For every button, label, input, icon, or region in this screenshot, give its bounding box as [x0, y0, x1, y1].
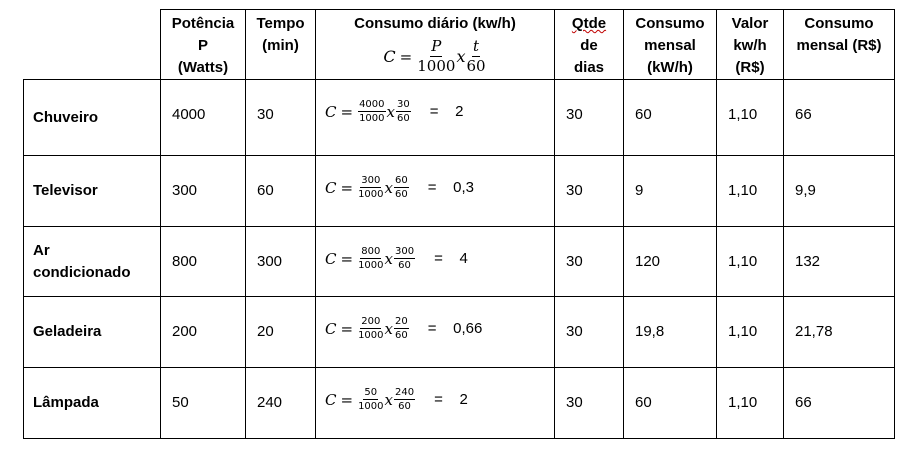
cell-mensal-rs: 21,78 [783, 296, 895, 368]
table-row: Ar condicionado 800 300 C = 800 1000 x 300… [23, 226, 895, 297]
row-label: Ar condicionado [23, 226, 161, 297]
cell-mensal-kwh: 60 [623, 79, 717, 156]
cell-mensal-rs: 9,9 [783, 155, 895, 227]
cell-dias: 30 [554, 79, 624, 156]
table-row: Televisor 300 60 C = 300 1000 x 60 60 = 0,3… [23, 155, 895, 227]
cell-valor: 1,10 [716, 367, 784, 439]
cell-potencia: 300 [160, 155, 246, 227]
table-row: Lâmpada 50 240 C = 50 1000 x 240 60 = 2 30 … [23, 367, 895, 439]
consumption-table: Potência P (Watts) Tempo (min) Consumo d… [23, 9, 895, 439]
cell-mensal-rs: 66 [783, 367, 895, 439]
cell-dias: 30 [554, 226, 624, 297]
header-consumo-mensal: Consumo mensal (kW/h) [623, 9, 717, 80]
cell-potencia: 800 [160, 226, 246, 297]
row-label: Lâmpada [23, 367, 161, 439]
cell-formula: C = 4000 1000 x 30 60 = 2 [315, 79, 555, 156]
cell-tempo: 240 [245, 367, 316, 439]
cell-potencia: 4000 [160, 79, 246, 156]
row-label: Televisor [23, 155, 161, 227]
cell-valor: 1,10 [716, 226, 784, 297]
cell-dias: 30 [554, 296, 624, 368]
header-row: Potência P (Watts) Tempo (min) Consumo d… [23, 9, 895, 80]
table-row: Chuveiro 4000 30 C = 4000 1000 x 30 60 = 2 … [23, 79, 895, 156]
header-qtde-dias: Qtde de dias [554, 9, 624, 80]
cell-valor: 1,10 [716, 79, 784, 156]
cell-formula: C = 200 1000 x 20 60 = 0,66 [315, 296, 555, 368]
cell-valor: 1,10 [716, 296, 784, 368]
cell-tempo: 30 [245, 79, 316, 156]
header-tempo: Tempo (min) [245, 9, 316, 80]
cell-formula: C = 300 1000 x 60 60 = 0,3 [315, 155, 555, 227]
header-consumo-mensal-rs: Consumo mensal (R$) [783, 9, 895, 80]
row-label: Geladeira [23, 296, 161, 368]
cell-mensal-kwh: 19,8 [623, 296, 717, 368]
cell-tempo: 20 [245, 296, 316, 368]
row-label: Chuveiro [23, 79, 161, 156]
header-potencia: Potência P (Watts) [160, 9, 246, 80]
cell-formula: C = 800 1000 x 300 60 = 4 [315, 226, 555, 297]
cell-tempo: 60 [245, 155, 316, 227]
table-row: Geladeira 200 20 C = 200 1000 x 20 60 = 0,6… [23, 296, 895, 368]
cell-potencia: 200 [160, 296, 246, 368]
cell-potencia: 50 [160, 367, 246, 439]
cell-tempo: 300 [245, 226, 316, 297]
cell-mensal-kwh: 60 [623, 367, 717, 439]
cell-dias: 30 [554, 155, 624, 227]
cell-dias: 30 [554, 367, 624, 439]
cell-valor: 1,10 [716, 155, 784, 227]
header-valor: Valor kw/h (R$) [716, 9, 784, 80]
cell-mensal-rs: 132 [783, 226, 895, 297]
cell-mensal-kwh: 9 [623, 155, 717, 227]
header-formula: C = P 1000 x t 60 [383, 37, 486, 75]
cell-mensal-rs: 66 [783, 79, 895, 156]
header-consumo-diario: Consumo diário (kw/h) C = P 1000 x t 60 [315, 9, 555, 80]
empty-corner-cell [23, 9, 161, 80]
cell-formula: C = 50 1000 x 240 60 = 2 [315, 367, 555, 439]
cell-mensal-kwh: 120 [623, 226, 717, 297]
